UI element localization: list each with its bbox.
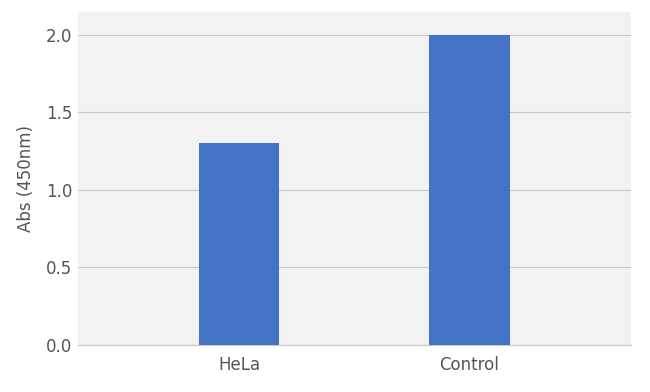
- Bar: [199, 143, 280, 345]
- Bar: [429, 35, 510, 345]
- Y-axis label: Abs (450nm): Abs (450nm): [17, 125, 35, 232]
